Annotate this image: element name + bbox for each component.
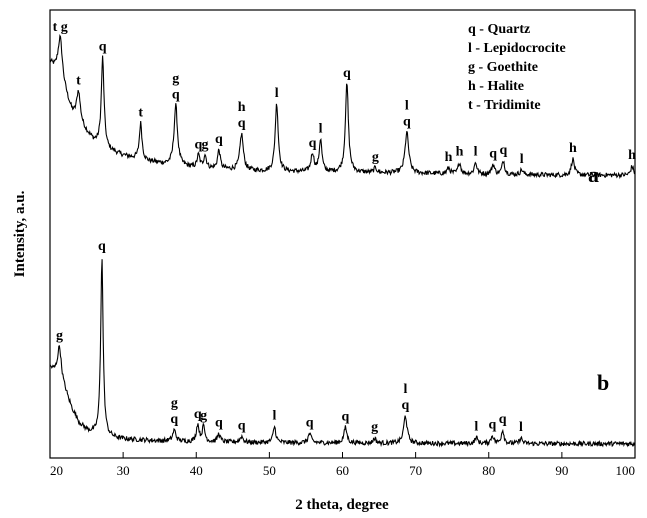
peak-label-a-14-1: q — [403, 114, 411, 129]
peak-label-b-9-0: q — [342, 409, 350, 424]
peak-label-a-3-0: t — [138, 105, 143, 120]
peak-label-a-4-0: g — [172, 72, 179, 87]
peak-label-b-14-0: q — [499, 412, 507, 427]
legend-entry-goethite: g - Goethite — [468, 60, 538, 75]
peak-label-a-4-1: q — [172, 88, 180, 103]
peak-label-b-2-1: q — [170, 412, 178, 427]
peak-label-b-2-0: g — [171, 396, 178, 411]
legend-entry-quartz: q - Quartz — [468, 22, 530, 37]
peak-label-a-16-0: h — [456, 145, 464, 160]
peak-label-a-1-0: t — [76, 73, 81, 88]
peak-label-b-11-1: q — [401, 398, 409, 413]
x-tick-label-40: 40 — [190, 463, 203, 478]
peak-label-a-5-0: q — [195, 138, 203, 153]
peak-label-b-0-0: g — [56, 328, 63, 343]
x-tick-label-100: 100 — [616, 463, 636, 478]
legend-entry-lepidocrocite: l - Lepidocrocite — [468, 41, 566, 56]
peak-label-b-6-0: q — [238, 418, 246, 433]
trace-label-b: b — [597, 370, 609, 395]
x-tick-label-60: 60 — [336, 463, 349, 478]
peak-label-b-15-0: l — [519, 420, 523, 435]
peak-label-a-9-0: l — [275, 86, 279, 101]
peak-label-a-17-0: l — [474, 145, 478, 160]
peak-label-a-20-0: l — [520, 152, 524, 167]
x-tick-label-20: 20 — [50, 463, 63, 478]
x-tick-label-50: 50 — [263, 463, 276, 478]
trace-label-a: a — [588, 162, 599, 187]
peak-label-a-18-0: q — [489, 146, 497, 161]
peak-label-a-7-0: q — [215, 132, 223, 147]
peak-label-b-10-0: g — [371, 420, 378, 435]
peak-label-a-19-0: q — [499, 143, 507, 158]
peak-label-a-12-0: q — [343, 66, 351, 81]
peak-label-a-11-0: l — [319, 121, 323, 136]
peak-label-a-6-0: g — [202, 138, 209, 153]
legend: q - Quartz l - Lepidocrocite g - Goethit… — [468, 22, 566, 113]
peak-label-a-14-0: l — [405, 98, 409, 113]
peak-label-a-10-0: q — [309, 136, 317, 151]
x-tick-label-90: 90 — [555, 463, 568, 478]
peak-label-a-15-0: h — [445, 150, 453, 165]
peak-label-b-11-0: l — [403, 382, 407, 397]
trace-a-line — [49, 33, 635, 180]
peak-label-a-8-0: h — [238, 100, 246, 115]
legend-entry-tridimite: t - Tridimite — [468, 98, 541, 113]
peak-label-a-13-0: g — [372, 150, 379, 165]
peak-label-a-22-0: h — [628, 148, 636, 163]
peak-label-b-4-0: g — [200, 409, 207, 424]
x-tick-label-70: 70 — [409, 463, 422, 478]
peak-label-b-8-0: q — [306, 416, 314, 431]
peak-label-b-3-0: q — [194, 407, 202, 422]
peak-label-b-12-0: l — [474, 419, 478, 434]
peak-label-b-1-0: q — [98, 239, 106, 254]
trace-b-line — [49, 259, 636, 448]
x-tick-label-30: 30 — [117, 463, 130, 478]
traces-layer — [49, 33, 636, 448]
peak-label-a-21-0: h — [569, 141, 577, 156]
peak-label-a-8-1: q — [238, 116, 246, 131]
peak-label-b-5-0: q — [215, 416, 223, 431]
y-axis-title: Intensity, a.u. — [12, 190, 28, 277]
x-axis-ticks: 20 30 40 50 60 70 80 90 100 — [49, 452, 636, 478]
legend-entry-halite: h - Halite — [468, 79, 524, 94]
peak-label-b-13-0: q — [489, 418, 497, 433]
peak-label-a-2-0: q — [99, 39, 107, 54]
peak-label-b-7-0: l — [273, 409, 277, 424]
peak-label-a-0-0: t g — [53, 20, 68, 35]
x-tick-label-80: 80 — [482, 463, 495, 478]
x-axis-title: 2 theta, degree — [295, 497, 389, 513]
